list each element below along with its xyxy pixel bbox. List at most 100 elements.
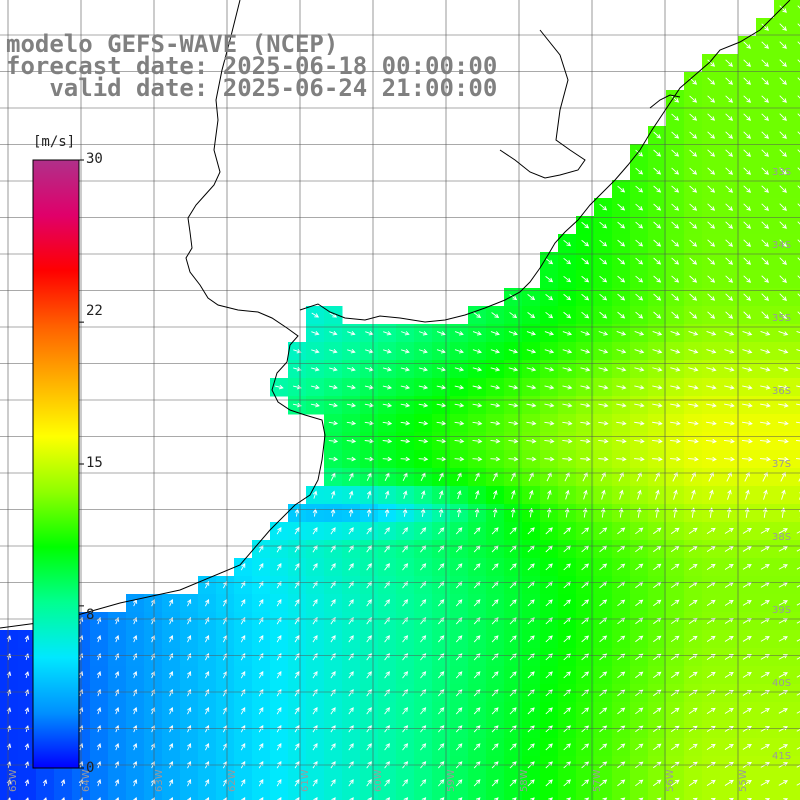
wind-arrow-head xyxy=(783,600,788,605)
wind-arrow-head xyxy=(766,420,771,426)
wind-arrow xyxy=(635,221,643,229)
wind-arrow xyxy=(454,403,464,407)
wind-arrow xyxy=(294,653,300,661)
wind-arrow xyxy=(294,689,300,697)
wind-arrow-head xyxy=(168,706,174,712)
wind-cell xyxy=(792,774,800,793)
wind-arrow xyxy=(778,385,788,389)
wind-arrow-head xyxy=(747,385,753,390)
wind-arrow xyxy=(706,385,716,389)
wind-arrow-head xyxy=(475,797,481,800)
wind-arrow xyxy=(187,635,191,643)
wind-arrow xyxy=(796,567,800,570)
wind-arrow-head xyxy=(530,313,536,319)
wind-arrow xyxy=(652,421,662,425)
wind-arrow-head xyxy=(782,8,787,13)
wind-arrow xyxy=(348,725,354,733)
wind-arrow xyxy=(547,508,551,518)
wind-arrow xyxy=(490,331,500,335)
wind-arrow-head xyxy=(277,707,282,712)
wind-cell xyxy=(594,792,613,800)
wind-arrow-head xyxy=(295,527,300,532)
wind-arrow-head xyxy=(656,635,662,641)
wind-arrow xyxy=(491,779,499,787)
wind-arrow-head xyxy=(423,456,429,462)
wind-arrow-head xyxy=(403,527,409,532)
wind-arrow-head xyxy=(621,385,627,390)
wind-arrow xyxy=(688,581,698,589)
wind-arrow-head xyxy=(710,527,716,533)
wind-arrow-head xyxy=(638,707,644,713)
wind-arrow-head xyxy=(674,134,680,139)
wind-arrow-head xyxy=(692,98,698,103)
wind-arrow-head xyxy=(674,527,680,533)
wind-arrow xyxy=(382,367,392,371)
wind-arrow xyxy=(384,635,390,643)
wind-arrow xyxy=(225,797,228,800)
wind-arrow xyxy=(580,367,590,371)
wind-arrow xyxy=(796,747,800,750)
wind-arrow-head xyxy=(639,456,645,462)
wind-cell xyxy=(774,792,793,800)
wind-arrow-head xyxy=(566,671,571,676)
wind-arrow xyxy=(796,639,800,642)
wind-arrow-head xyxy=(784,438,789,444)
wind-arrow-head xyxy=(459,384,465,390)
wind-arrow xyxy=(707,149,715,157)
wind-arrow-head xyxy=(241,689,246,694)
wind-arrow xyxy=(599,545,607,553)
wind-arrow-head xyxy=(674,707,680,713)
wind-arrow xyxy=(581,689,589,697)
wind-arrow xyxy=(581,779,589,787)
wind-arrow-head xyxy=(475,707,481,712)
wind-arrow-head xyxy=(150,598,156,604)
wind-cell xyxy=(324,792,343,800)
wind-arrow-head xyxy=(405,367,410,372)
wind-arrow-head xyxy=(747,744,752,749)
wind-arrow xyxy=(384,563,390,571)
wind-arrow xyxy=(205,635,209,643)
wind-arrow xyxy=(116,797,119,800)
wind-arrow-head xyxy=(529,489,534,495)
lat-label-35s: 35S xyxy=(772,313,792,324)
wind-arrow-head xyxy=(692,260,698,265)
wind-arrow xyxy=(563,779,571,787)
wind-arrow-head xyxy=(351,438,357,444)
wind-arrow xyxy=(796,403,800,406)
wind-cell xyxy=(738,792,757,800)
wind-arrow xyxy=(653,707,661,715)
wind-arrow-head xyxy=(531,385,537,390)
wind-arrow-head xyxy=(349,472,354,478)
wind-arrow xyxy=(761,257,769,265)
wind-arrow xyxy=(401,331,409,335)
wind-arrow xyxy=(423,797,426,800)
wind-arrow xyxy=(688,385,698,389)
wind-arrow xyxy=(276,581,282,589)
wind-arrow xyxy=(707,203,715,211)
wind-arrow xyxy=(778,546,788,552)
wind-arrow xyxy=(635,545,643,553)
wind-arrow xyxy=(351,797,354,800)
wind-arrow xyxy=(509,671,517,679)
wind-arrow xyxy=(438,599,444,607)
wind-arrow xyxy=(187,671,191,679)
wind-arrow xyxy=(635,563,643,571)
wind-arrow-head xyxy=(710,599,716,605)
wind-arrow-head xyxy=(441,438,447,444)
wind-arrow-head xyxy=(674,206,680,211)
wind-arrow-head xyxy=(114,635,120,640)
wind-arrow-head xyxy=(351,420,357,426)
wind-arrow-head xyxy=(603,385,609,390)
wind-arrow-head xyxy=(241,743,246,748)
wind-arrow-head xyxy=(439,527,445,532)
wind-arrow-head xyxy=(676,438,681,444)
wind-cell xyxy=(144,792,163,800)
wind-cell xyxy=(360,792,379,800)
wind-arrow-head xyxy=(638,170,644,175)
wind-arrow-head xyxy=(367,599,372,604)
wind-arrow xyxy=(473,707,481,715)
wind-arrow-head xyxy=(567,367,573,372)
wind-arrow xyxy=(760,330,770,336)
wind-cell xyxy=(792,792,800,800)
wind-arrow-head xyxy=(675,420,681,426)
